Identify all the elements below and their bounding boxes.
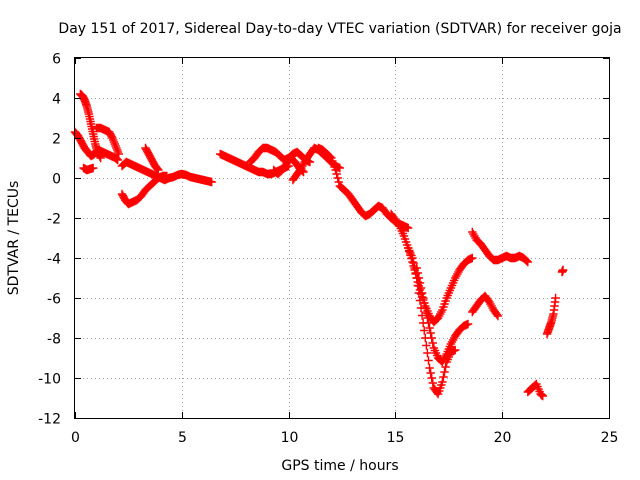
satellite-track xyxy=(557,265,568,277)
data-point-marker xyxy=(404,223,413,233)
data-point-marker xyxy=(424,356,433,365)
y-tick-label: 2 xyxy=(52,132,61,148)
data-point-marker xyxy=(88,163,98,173)
plot-frame xyxy=(74,57,610,419)
data-point-marker xyxy=(417,311,427,320)
data-point-marker xyxy=(441,362,450,372)
data-point-marker xyxy=(523,257,533,267)
y-tick-label: 0 xyxy=(52,172,61,188)
data-point-marker xyxy=(440,367,449,377)
y-tick-label: -10 xyxy=(38,372,61,388)
data-point-marker xyxy=(420,298,429,308)
x-tick-label: 20 xyxy=(494,430,512,446)
data-point-marker xyxy=(412,263,421,273)
x-tick-label: 15 xyxy=(387,430,405,446)
data-point-marker xyxy=(425,363,434,373)
data-point-marker xyxy=(417,288,427,298)
grid xyxy=(75,58,609,418)
satellite-track xyxy=(542,293,560,339)
y-tick-labels: -12 -10 -8 -6 -4 -2 0 2 4 6 xyxy=(38,52,61,428)
data-point-marker xyxy=(438,377,447,387)
x-axis-label: GPS time / hours xyxy=(281,458,398,474)
x-tick-labels: 0 5 10 15 20 25 xyxy=(71,430,618,446)
data-point-marker xyxy=(422,308,431,318)
data-point-marker xyxy=(96,153,105,163)
data-point-marker xyxy=(493,311,503,321)
data-point-marker xyxy=(423,348,432,358)
data-point-marker xyxy=(428,338,437,348)
y-axis-label: SDTVAR / TECUs xyxy=(6,181,22,296)
satellite-track xyxy=(386,209,477,327)
data-point-marker xyxy=(420,326,429,335)
data-point-marker xyxy=(335,163,345,173)
x-tick-label: 0 xyxy=(71,430,80,446)
data-point-marker xyxy=(428,378,437,388)
data-point-marker xyxy=(463,319,473,329)
satellite-track xyxy=(117,171,172,209)
data-point-marker xyxy=(408,253,417,263)
data-point-marker xyxy=(333,173,342,183)
data-point-marker xyxy=(409,258,418,268)
chart-title: Day 151 of 2017, Sidereal Day-to-day VTE… xyxy=(58,21,621,37)
data-point-marker xyxy=(334,177,343,187)
data-point-marker xyxy=(154,165,163,175)
data-point-marker xyxy=(427,333,436,343)
data-point-marker xyxy=(522,256,531,266)
data-point-marker xyxy=(207,177,216,187)
data-point-marker xyxy=(425,323,434,333)
x-tick-label: 5 xyxy=(178,430,187,446)
data-point-marker xyxy=(413,268,423,278)
data-point-marker xyxy=(95,152,105,161)
data-point-marker xyxy=(422,341,431,350)
data-point-marker xyxy=(113,155,122,165)
satellite-track xyxy=(412,263,473,367)
data-point-marker xyxy=(439,372,448,382)
data-point-marker xyxy=(427,373,436,383)
y-tick-label: -8 xyxy=(47,332,61,348)
axis-ticks xyxy=(75,58,610,419)
data-point-marker xyxy=(421,303,430,313)
data-points xyxy=(70,89,568,401)
satellite-track xyxy=(79,163,98,175)
data-point-marker xyxy=(492,310,502,319)
data-point-marker xyxy=(423,313,432,323)
satellite-track xyxy=(92,123,123,159)
satellite-track xyxy=(117,157,216,187)
data-point-marker xyxy=(558,265,568,275)
data-point-marker xyxy=(426,328,435,338)
data-point-marker xyxy=(551,293,560,303)
data-point-marker xyxy=(162,171,172,181)
satellite-track xyxy=(468,227,533,267)
data-point-marker xyxy=(107,132,116,141)
data-point-marker xyxy=(331,165,340,175)
data-point-marker xyxy=(416,283,426,293)
x-tick-label: 25 xyxy=(601,430,619,446)
satellite-track xyxy=(523,379,547,401)
data-point-marker xyxy=(451,345,460,355)
data-point-marker xyxy=(114,149,123,159)
data-point-marker xyxy=(468,253,477,263)
y-tick-label: -6 xyxy=(47,292,61,308)
data-point-marker xyxy=(414,273,424,283)
x-tick-label: 10 xyxy=(281,430,299,446)
y-tick-label: -2 xyxy=(47,212,61,228)
data-point-marker xyxy=(418,293,428,303)
satellite-track xyxy=(468,291,503,321)
satellite-track xyxy=(245,143,315,167)
y-tick-label: 4 xyxy=(52,92,61,108)
satellite-track xyxy=(141,143,163,175)
data-point-marker xyxy=(332,169,341,179)
y-tick-label: -4 xyxy=(47,252,61,268)
data-point-marker xyxy=(426,368,435,378)
data-point-marker xyxy=(424,318,433,328)
y-tick-label: -12 xyxy=(38,412,61,428)
data-point-marker xyxy=(153,164,162,174)
y-tick-label: 6 xyxy=(52,52,61,68)
data-point-marker xyxy=(415,278,425,288)
data-point-marker xyxy=(538,391,547,401)
satellite-track xyxy=(76,89,105,163)
